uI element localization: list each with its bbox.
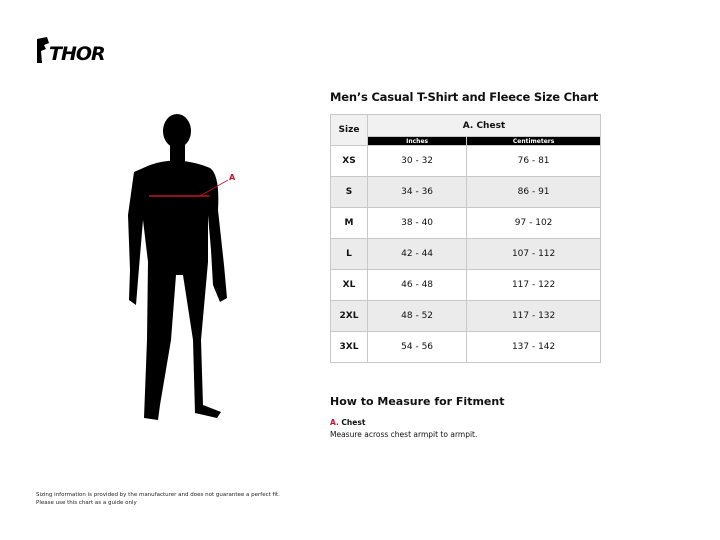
marker-label: A: [229, 173, 236, 182]
body-silhouette: A: [128, 114, 236, 421]
table-row: 2XL 48 - 52 117 - 132: [330, 300, 601, 332]
cm-cell: 117 - 122: [466, 269, 601, 301]
table-row: M 38 - 40 97 - 102: [330, 207, 601, 239]
inches-cell: 46 - 48: [366, 269, 468, 301]
table-row: XS 30 - 32 76 - 81: [330, 145, 601, 177]
disclaimer-line: Sizing information is provided by the ma…: [36, 492, 280, 498]
measure-description: Measure across chest armpit to armpit.: [330, 430, 478, 439]
inches-cell: 42 - 44: [366, 238, 468, 270]
header-size: Size: [330, 114, 368, 146]
inches-cell: 38 - 40: [366, 207, 468, 239]
header-inches: Inches: [366, 136, 468, 146]
measure-letter: A.: [330, 418, 339, 427]
cm-cell: 137 - 142: [466, 331, 601, 363]
table-row: 3XL 54 - 56 137 - 142: [330, 331, 601, 363]
cm-cell: 76 - 81: [466, 145, 601, 177]
size-cell: XS: [330, 145, 368, 177]
table-row: XL 46 - 48 117 - 122: [330, 269, 601, 301]
thor-logo: THOR: [37, 37, 106, 65]
size-table: Size A. Chest Inches Centimeters XS 30 - …: [330, 114, 601, 363]
measure-title: How to Measure for Fitment: [330, 395, 505, 408]
size-cell: XL: [330, 269, 368, 301]
size-cell: 2XL: [330, 300, 368, 332]
svg-text:THOR: THOR: [49, 43, 105, 65]
header-chest: A. Chest: [367, 114, 601, 137]
size-cell: M: [330, 207, 368, 239]
disclaimer: Sizing information is provided by the ma…: [36, 491, 280, 507]
cm-cell: 107 - 112: [466, 238, 601, 270]
size-cell: S: [330, 176, 368, 208]
size-cell: 3XL: [330, 331, 368, 363]
table-row: L 42 - 44 107 - 112: [330, 238, 601, 270]
measure-section: How to Measure for Fitment A. Chest Meas…: [330, 395, 504, 439]
size-cell: L: [330, 238, 368, 270]
disclaimer-line: Please use this chart as a guide only: [36, 500, 137, 506]
table-row: S 34 - 36 86 - 91: [330, 176, 601, 208]
inches-cell: 30 - 32: [366, 145, 468, 177]
inches-cell: 34 - 36: [366, 176, 468, 208]
header-centimeters: Centimeters: [466, 136, 601, 146]
inches-cell: 54 - 56: [366, 331, 468, 363]
cm-cell: 97 - 102: [466, 207, 601, 239]
cm-cell: 86 - 91: [466, 176, 601, 208]
chart-title: Men’s Casual T-Shirt and Fleece Size Cha…: [330, 90, 599, 104]
measure-name: Chest: [341, 418, 366, 427]
inches-cell: 48 - 52: [366, 300, 468, 332]
cm-cell: 117 - 132: [466, 300, 601, 332]
